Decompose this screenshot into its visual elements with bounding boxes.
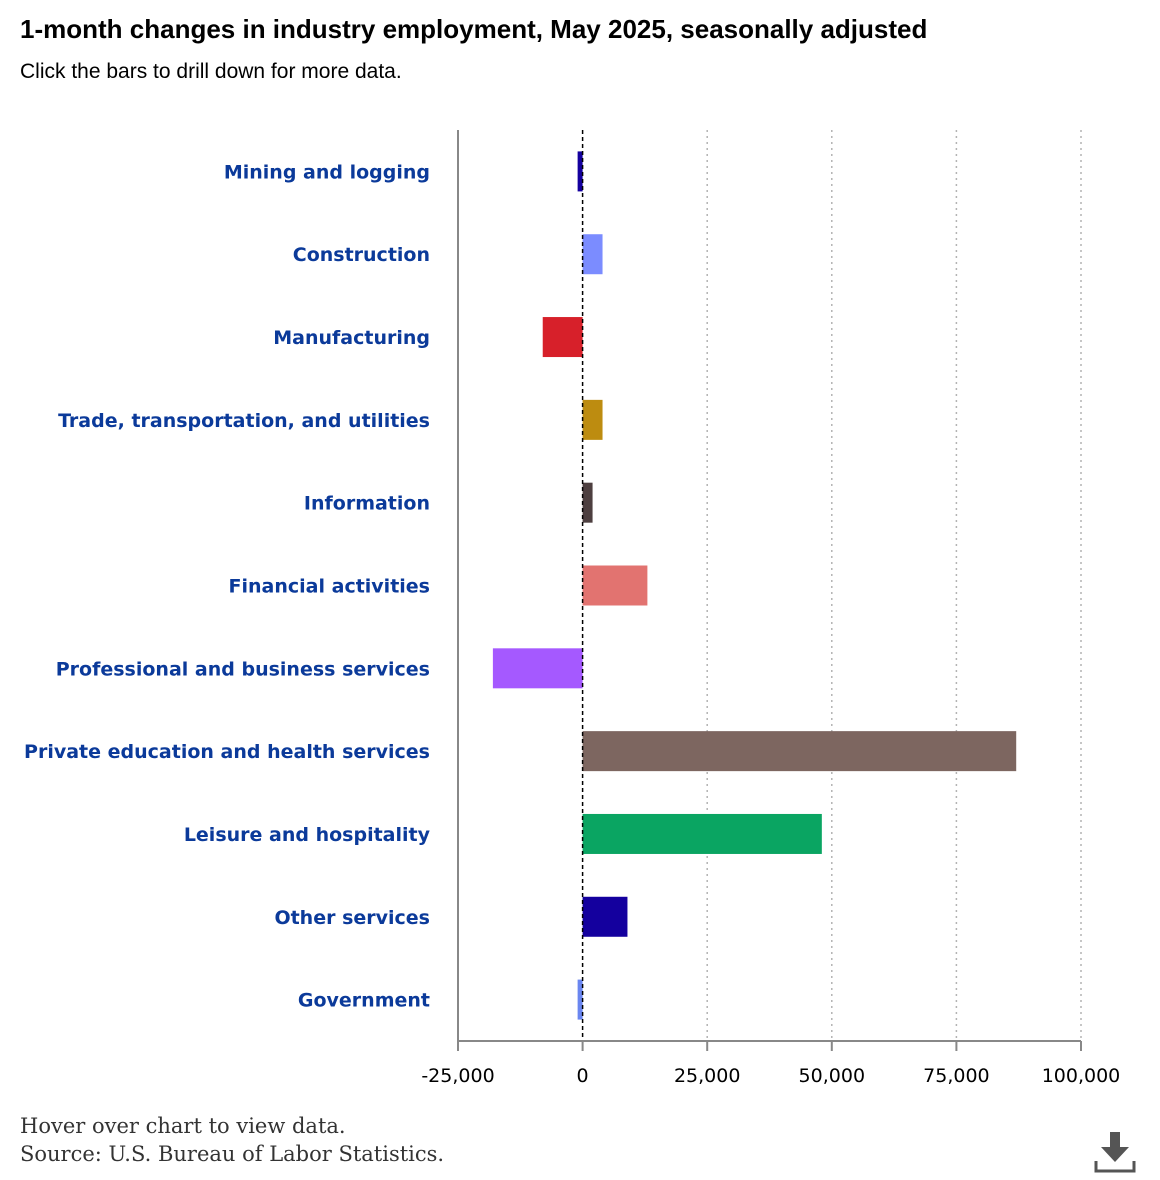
bar[interactable] (542, 317, 583, 358)
category-label[interactable]: Government (298, 990, 430, 1012)
hover-note: Hover over chart to view data. (20, 1114, 346, 1138)
x-tick-label: 100,000 (1042, 1065, 1121, 1087)
category-label[interactable]: Financial activities (229, 576, 430, 598)
bar[interactable] (577, 979, 583, 1020)
category-label[interactable]: Manufacturing (273, 327, 430, 349)
category-label[interactable]: Professional and business services (56, 658, 430, 680)
category-label[interactable]: Leisure and hospitality (184, 824, 431, 846)
category-label[interactable]: Private education and health services (24, 741, 430, 763)
download-button[interactable] (1092, 1128, 1138, 1174)
category-label[interactable]: Trade, transportation, and utilities (58, 410, 430, 432)
category-label[interactable]: Construction (293, 244, 430, 266)
bar[interactable] (582, 234, 603, 275)
download-icon (1094, 1132, 1136, 1173)
bar[interactable] (582, 565, 648, 606)
source-note: Source: U.S. Bureau of Labor Statistics. (20, 1142, 445, 1166)
x-tick-label: 0 (577, 1065, 589, 1087)
category-labels: Mining and logging Construction Manufactur… (24, 161, 431, 1011)
bar[interactable] (582, 813, 822, 854)
category-label[interactable]: Mining and logging (224, 161, 430, 183)
grid-lines (706, 130, 1082, 1041)
bar[interactable] (582, 482, 593, 523)
x-axis-ticks: -25,000 0 25,000 50,000 75,000 100,000 (421, 1041, 1120, 1087)
bar[interactable] (582, 731, 1017, 772)
bar[interactable] (492, 648, 583, 689)
category-label[interactable]: Other services (274, 907, 430, 929)
bar[interactable] (582, 399, 603, 440)
category-label[interactable]: Information (304, 493, 430, 515)
bar[interactable] (582, 896, 628, 937)
bar[interactable] (577, 151, 583, 192)
x-tick-label: -25,000 (421, 1065, 494, 1087)
x-tick-label: 75,000 (923, 1065, 989, 1087)
bars (492, 151, 1017, 1020)
x-tick-label: 25,000 (674, 1065, 740, 1087)
x-tick-label: 50,000 (799, 1065, 865, 1087)
chart-subtitle: Click the bars to drill down for more da… (20, 60, 402, 83)
chart-title: 1-month changes in industry employment, … (20, 14, 928, 44)
